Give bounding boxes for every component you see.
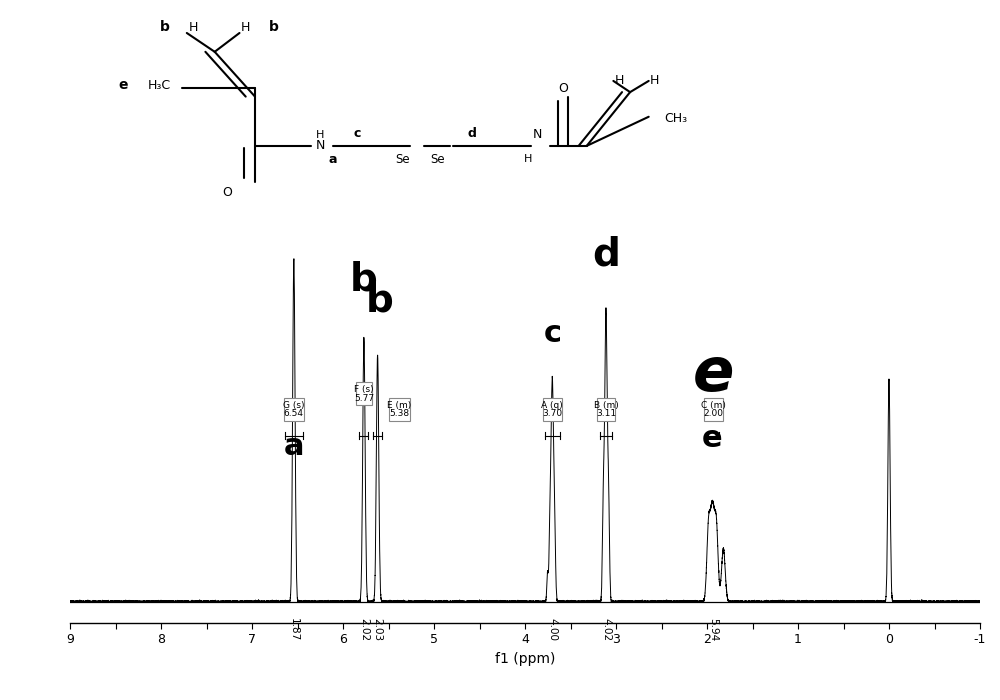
- Text: a: a: [284, 431, 304, 461]
- Text: N: N: [315, 139, 325, 153]
- Text: b: b: [269, 20, 279, 34]
- Text: H: H: [650, 74, 660, 88]
- Text: A (q): A (q): [541, 401, 563, 410]
- Text: d: d: [468, 127, 476, 140]
- Text: B (m): B (m): [594, 401, 618, 410]
- Text: Se: Se: [395, 153, 410, 166]
- Text: 5.38: 5.38: [389, 410, 409, 419]
- Text: H₃C: H₃C: [147, 79, 170, 92]
- Text: 2.03: 2.03: [373, 617, 383, 640]
- Text: 4.00: 4.00: [547, 617, 557, 640]
- FancyBboxPatch shape: [704, 398, 723, 421]
- Text: H: H: [316, 130, 324, 140]
- Text: 3.70: 3.70: [542, 410, 562, 419]
- Text: CH₃: CH₃: [664, 113, 687, 125]
- Text: N: N: [532, 128, 542, 141]
- Text: Se: Se: [431, 153, 445, 166]
- Text: O: O: [222, 186, 232, 200]
- Text: e: e: [693, 345, 734, 404]
- X-axis label: f1 (ppm): f1 (ppm): [495, 652, 555, 666]
- Text: 3.11: 3.11: [596, 410, 616, 419]
- Text: H: H: [241, 21, 250, 34]
- FancyBboxPatch shape: [389, 398, 410, 421]
- Text: c: c: [543, 318, 561, 347]
- FancyBboxPatch shape: [597, 398, 615, 421]
- Text: c: c: [354, 127, 361, 140]
- Text: 2.02: 2.02: [359, 617, 369, 640]
- Text: b: b: [160, 20, 170, 34]
- Text: F (s): F (s): [354, 385, 374, 394]
- Text: 4.02: 4.02: [601, 617, 611, 640]
- Text: H: H: [188, 21, 198, 34]
- Text: 6.54: 6.54: [284, 410, 304, 419]
- Text: 1.87: 1.87: [289, 617, 299, 641]
- Text: b: b: [365, 281, 393, 319]
- Text: 5.94: 5.94: [708, 617, 718, 641]
- Text: e: e: [702, 424, 723, 454]
- Text: 5.77: 5.77: [354, 393, 374, 402]
- Text: C (m): C (m): [701, 401, 726, 410]
- FancyBboxPatch shape: [356, 382, 372, 405]
- Text: E (m): E (m): [387, 401, 412, 410]
- Text: a: a: [328, 153, 337, 166]
- FancyBboxPatch shape: [284, 398, 304, 421]
- Text: O: O: [558, 82, 568, 95]
- Text: e: e: [119, 78, 128, 92]
- Text: G (s): G (s): [283, 401, 305, 410]
- FancyBboxPatch shape: [543, 398, 562, 421]
- Text: H: H: [524, 154, 532, 164]
- Text: b: b: [350, 260, 378, 298]
- Text: d: d: [592, 235, 620, 274]
- Text: H: H: [615, 74, 624, 88]
- Text: 2.00: 2.00: [703, 410, 723, 419]
